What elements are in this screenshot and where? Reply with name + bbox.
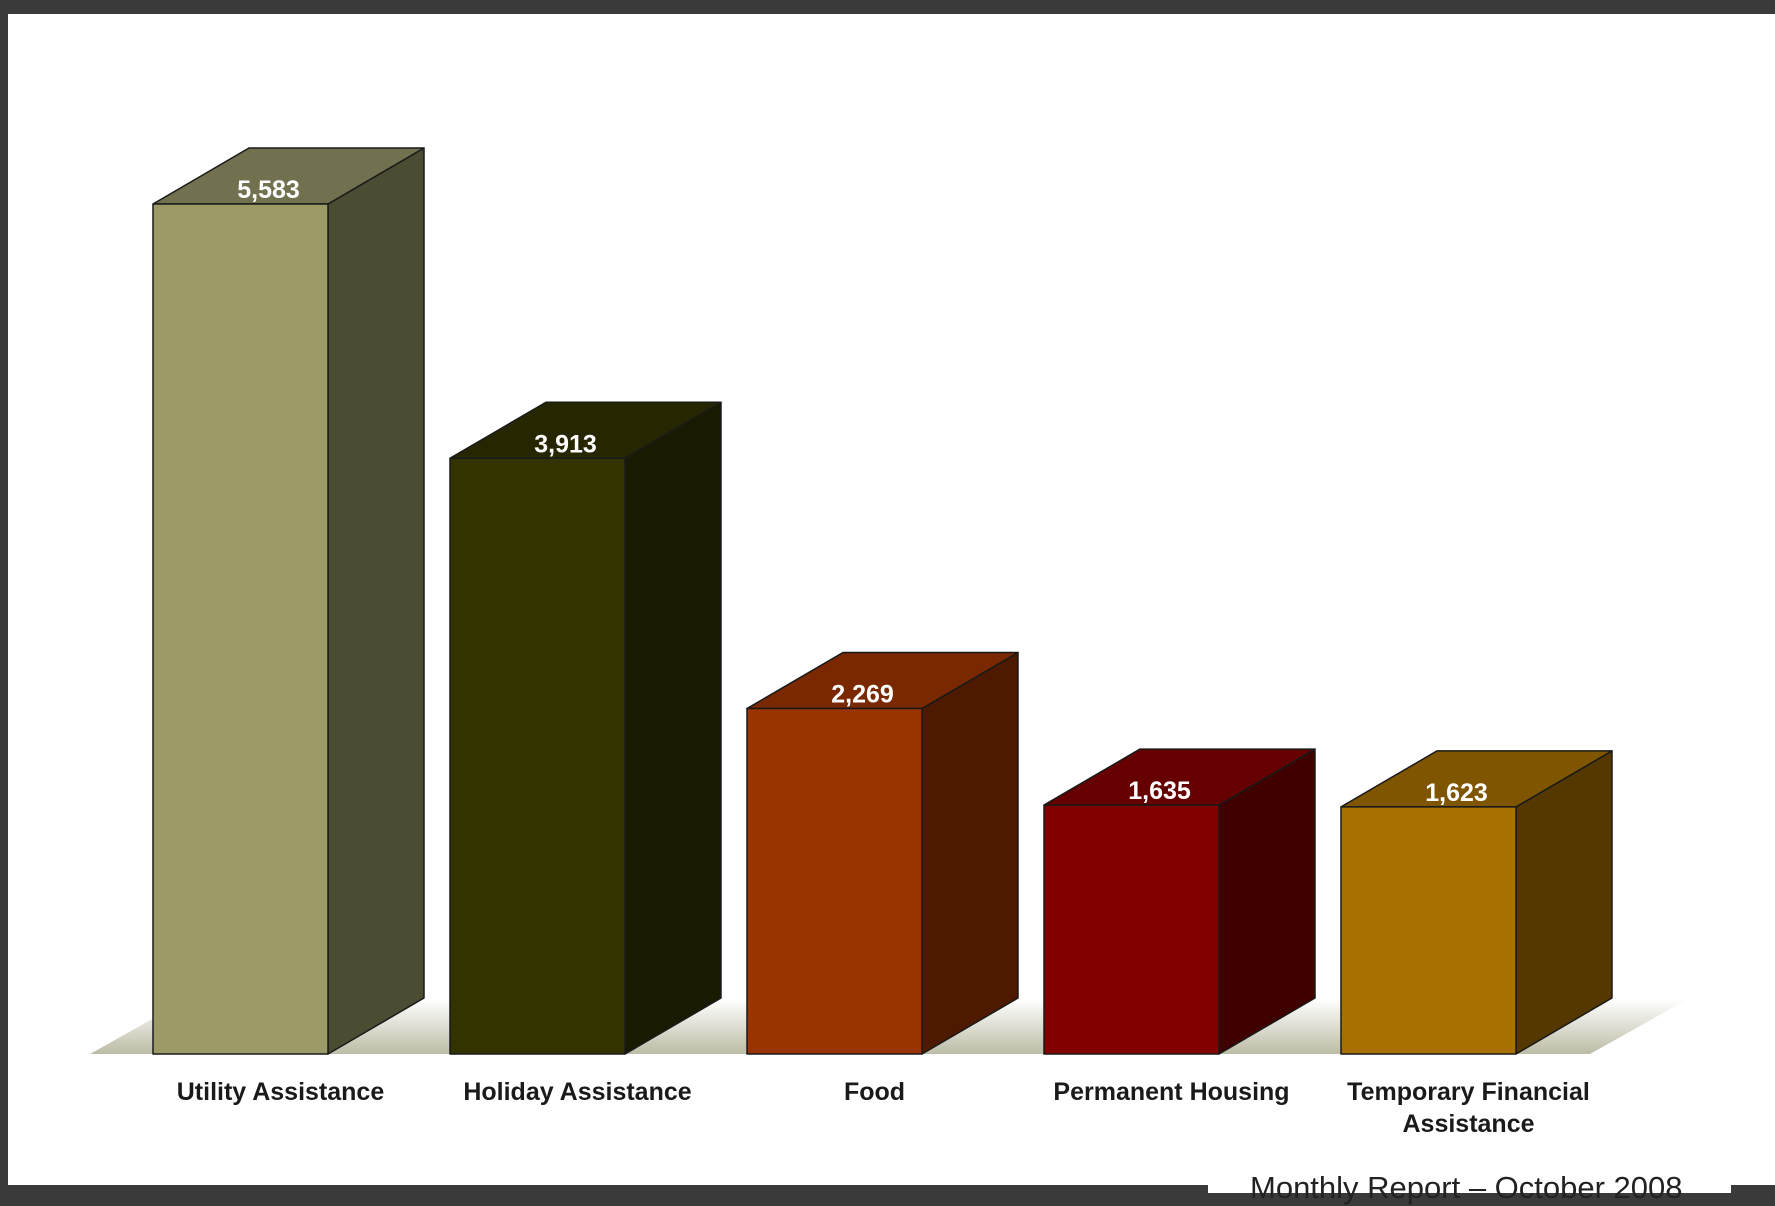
category-label: Utility Assistance: [176, 1078, 385, 1106]
bar-front: [1043, 804, 1220, 1055]
bar-1: 5,583: [152, 147, 425, 1055]
footer-rule: [0, 1185, 1208, 1193]
category-label: Temporary Financial Assistance: [1347, 1078, 1590, 1138]
bar-front: [152, 203, 329, 1055]
bar-chart: 5,583 3,913 2,269 1,635 1,623: [90, 147, 1688, 1055]
bar-front: [449, 457, 626, 1055]
bar-4: 1,635: [1043, 748, 1316, 1055]
bar-side: [921, 651, 1019, 1055]
chart-panel: 5,583 3,913 2,269 1,635 1,623 Utility Assist…: [8, 14, 1775, 1185]
bar-value-label: 1,623: [1425, 779, 1488, 807]
footer-gap: [1208, 1180, 1731, 1193]
bar-side: [327, 147, 425, 1055]
bar-3: 2,269: [746, 651, 1019, 1055]
footer-caption: Monthly Report – October 2008: [1250, 1170, 1683, 1205]
category-label: Food: [843, 1078, 906, 1106]
bar-value-label: 3,913: [534, 430, 597, 458]
bar-side: [624, 401, 722, 1055]
bar-front: [1340, 806, 1517, 1055]
category-label: Permanent Housing: [1053, 1078, 1290, 1106]
bar-5: 1,623: [1340, 750, 1613, 1055]
bar-front: [746, 707, 923, 1055]
category-label: Holiday Assistance: [463, 1078, 692, 1106]
bar-2: 3,913: [449, 401, 722, 1055]
bar-value-label: 2,269: [831, 681, 894, 709]
bar-value-label: 1,635: [1128, 777, 1191, 805]
bar-value-label: 5,583: [237, 176, 300, 204]
